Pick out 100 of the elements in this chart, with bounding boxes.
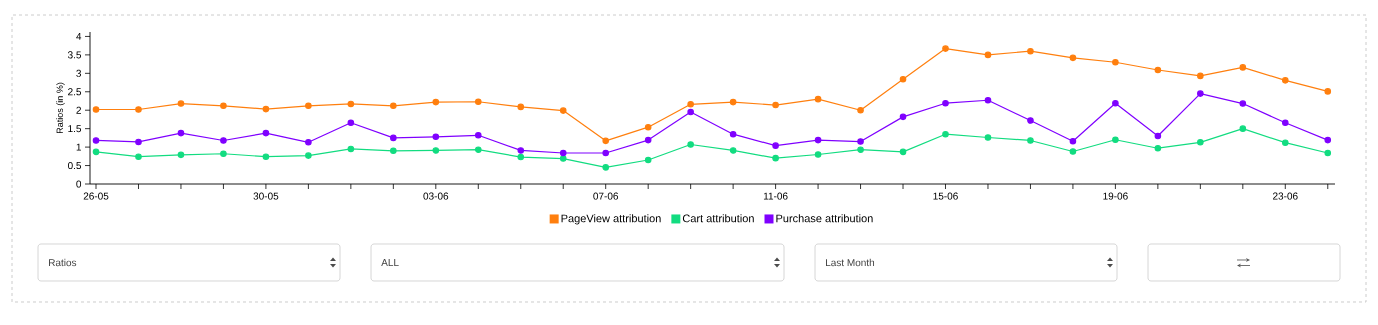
point bbox=[602, 164, 609, 171]
point bbox=[1239, 125, 1247, 132]
point bbox=[899, 75, 907, 83]
y-tick-label: 1.5 bbox=[68, 125, 82, 133]
point bbox=[390, 102, 397, 110]
point bbox=[1324, 88, 1332, 95]
point bbox=[857, 106, 864, 114]
point bbox=[517, 153, 525, 161]
point bbox=[984, 51, 992, 59]
point bbox=[1197, 72, 1204, 80]
point bbox=[1154, 132, 1162, 140]
point bbox=[1112, 99, 1119, 107]
y-tick-label: 2 bbox=[76, 106, 81, 114]
point bbox=[942, 99, 949, 107]
y-axis-title: Ratios (in %) bbox=[56, 82, 65, 134]
point bbox=[390, 134, 397, 142]
point bbox=[347, 100, 355, 108]
point bbox=[220, 102, 227, 110]
y-tick-label: 1 bbox=[76, 143, 81, 151]
point bbox=[220, 137, 227, 144]
point bbox=[814, 136, 822, 144]
point bbox=[135, 138, 142, 146]
point bbox=[1154, 66, 1162, 74]
point bbox=[432, 147, 440, 154]
point bbox=[474, 98, 482, 106]
point bbox=[942, 130, 949, 138]
x-tick-label: 30-05 bbox=[253, 192, 279, 200]
point bbox=[602, 137, 609, 145]
point bbox=[1154, 144, 1162, 152]
point bbox=[305, 152, 312, 159]
point bbox=[177, 129, 185, 137]
point bbox=[305, 102, 312, 110]
point bbox=[772, 154, 779, 162]
text: Last Month bbox=[826, 258, 875, 267]
y-tick-label: 3 bbox=[76, 69, 82, 77]
x-tick-label: 11-06 bbox=[763, 192, 788, 200]
point bbox=[1281, 139, 1289, 146]
legend-label: Purchase attribution bbox=[776, 214, 873, 223]
point bbox=[177, 151, 185, 159]
point bbox=[262, 153, 270, 160]
point bbox=[984, 134, 992, 141]
point bbox=[1027, 47, 1034, 55]
point bbox=[474, 146, 482, 153]
point bbox=[1281, 119, 1289, 127]
point bbox=[517, 147, 525, 154]
point bbox=[390, 147, 397, 155]
point bbox=[1197, 139, 1204, 146]
point bbox=[602, 149, 609, 157]
legend-label: PageView attribution bbox=[561, 214, 661, 225]
point bbox=[772, 101, 779, 109]
point bbox=[1281, 77, 1289, 84]
point bbox=[135, 106, 142, 113]
point bbox=[1112, 58, 1119, 66]
point bbox=[220, 150, 227, 158]
point bbox=[474, 132, 482, 139]
point bbox=[899, 148, 907, 156]
point bbox=[729, 147, 737, 154]
text: ALL bbox=[381, 259, 399, 266]
y-tick-label: 0.5 bbox=[67, 162, 82, 170]
x-tick-label: 15-06 bbox=[933, 192, 958, 200]
point bbox=[1069, 137, 1077, 145]
x-tick-label: 26-05 bbox=[83, 192, 109, 200]
point bbox=[92, 148, 100, 156]
point bbox=[1239, 64, 1247, 71]
point bbox=[984, 96, 992, 104]
y-tick-label: 0 bbox=[76, 180, 82, 188]
point bbox=[1027, 137, 1034, 144]
y-tick-label: 2.5 bbox=[68, 88, 82, 96]
point bbox=[92, 106, 100, 113]
point bbox=[729, 130, 737, 138]
x-tick-label: 23-06 bbox=[1273, 192, 1298, 200]
point bbox=[305, 139, 312, 146]
point bbox=[1239, 100, 1247, 107]
point bbox=[1069, 148, 1077, 155]
point bbox=[432, 98, 440, 106]
x-tick-label: 03-06 bbox=[423, 192, 449, 200]
point bbox=[1112, 136, 1119, 144]
point bbox=[559, 155, 567, 162]
point bbox=[135, 153, 142, 160]
y-tick-label: 3.5 bbox=[67, 51, 82, 59]
text: Ratios bbox=[49, 258, 77, 267]
legend-label: Cart attribution bbox=[682, 214, 754, 223]
point bbox=[644, 123, 652, 131]
point bbox=[772, 142, 779, 149]
point bbox=[644, 156, 652, 164]
point bbox=[942, 45, 949, 52]
point bbox=[559, 149, 567, 157]
point bbox=[687, 108, 694, 116]
point bbox=[347, 145, 355, 153]
y-tick-label: 4 bbox=[76, 32, 82, 40]
point bbox=[1324, 136, 1332, 144]
point bbox=[729, 98, 737, 106]
point bbox=[262, 105, 270, 113]
point bbox=[644, 136, 652, 144]
point bbox=[1324, 149, 1332, 157]
x-tick-label: 19-06 bbox=[1103, 192, 1128, 200]
point bbox=[92, 137, 100, 144]
point bbox=[559, 107, 567, 114]
point bbox=[177, 100, 185, 107]
point bbox=[814, 95, 822, 103]
